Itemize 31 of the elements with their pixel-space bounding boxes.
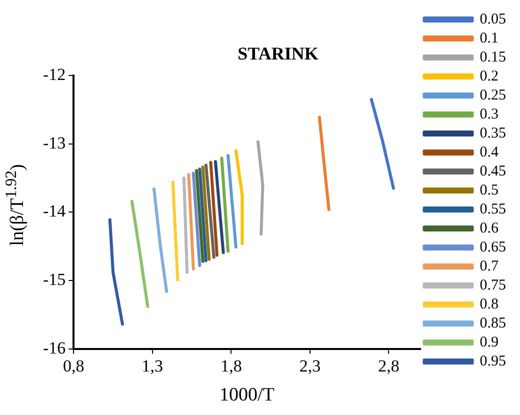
legend-label: 0.35 [480, 125, 506, 142]
legend-label: 0.2 [480, 68, 498, 84]
legend-label: 0.45 [480, 163, 506, 180]
legend-label: 0.8 [480, 296, 498, 312]
x-tick-label: 2,3 [299, 356, 321, 376]
legend-label: 0.4 [480, 144, 499, 160]
legend-label: 0.75 [480, 277, 506, 294]
x-tick-label: 1,8 [220, 356, 242, 376]
legend-label: 0.1 [480, 30, 498, 46]
y-tick-label: -16 [42, 338, 66, 358]
x-tick-label: 2,8 [378, 356, 400, 376]
legend-label: 0.15 [480, 49, 506, 66]
legend-label: 0.85 [480, 315, 506, 332]
y-tick-label: -14 [42, 202, 66, 221]
legend-label: 0.6 [480, 220, 499, 236]
legend-label: 0.65 [480, 239, 506, 256]
x-tick-label: 0,8 [63, 356, 84, 376]
chart-title: STARINK [238, 43, 318, 64]
legend-label: 0.5 [480, 182, 498, 198]
x-axis-title: 1000/T [220, 384, 275, 406]
legend-label: 0.3 [480, 106, 498, 122]
y-tick-label: -13 [42, 133, 66, 152]
legend-label: 0.9 [480, 334, 498, 350]
legend-label: 0.25 [480, 87, 506, 104]
legend-label: 0.05 [480, 11, 506, 28]
x-tick-label: 1,3 [142, 356, 164, 376]
legend-label: 0.7 [480, 258, 499, 274]
legend-label: 0.95 [480, 353, 506, 370]
legend-label: 0.55 [480, 201, 506, 218]
y-tick-label: -15 [42, 270, 66, 289]
y-tick-label: -12 [42, 65, 66, 84]
